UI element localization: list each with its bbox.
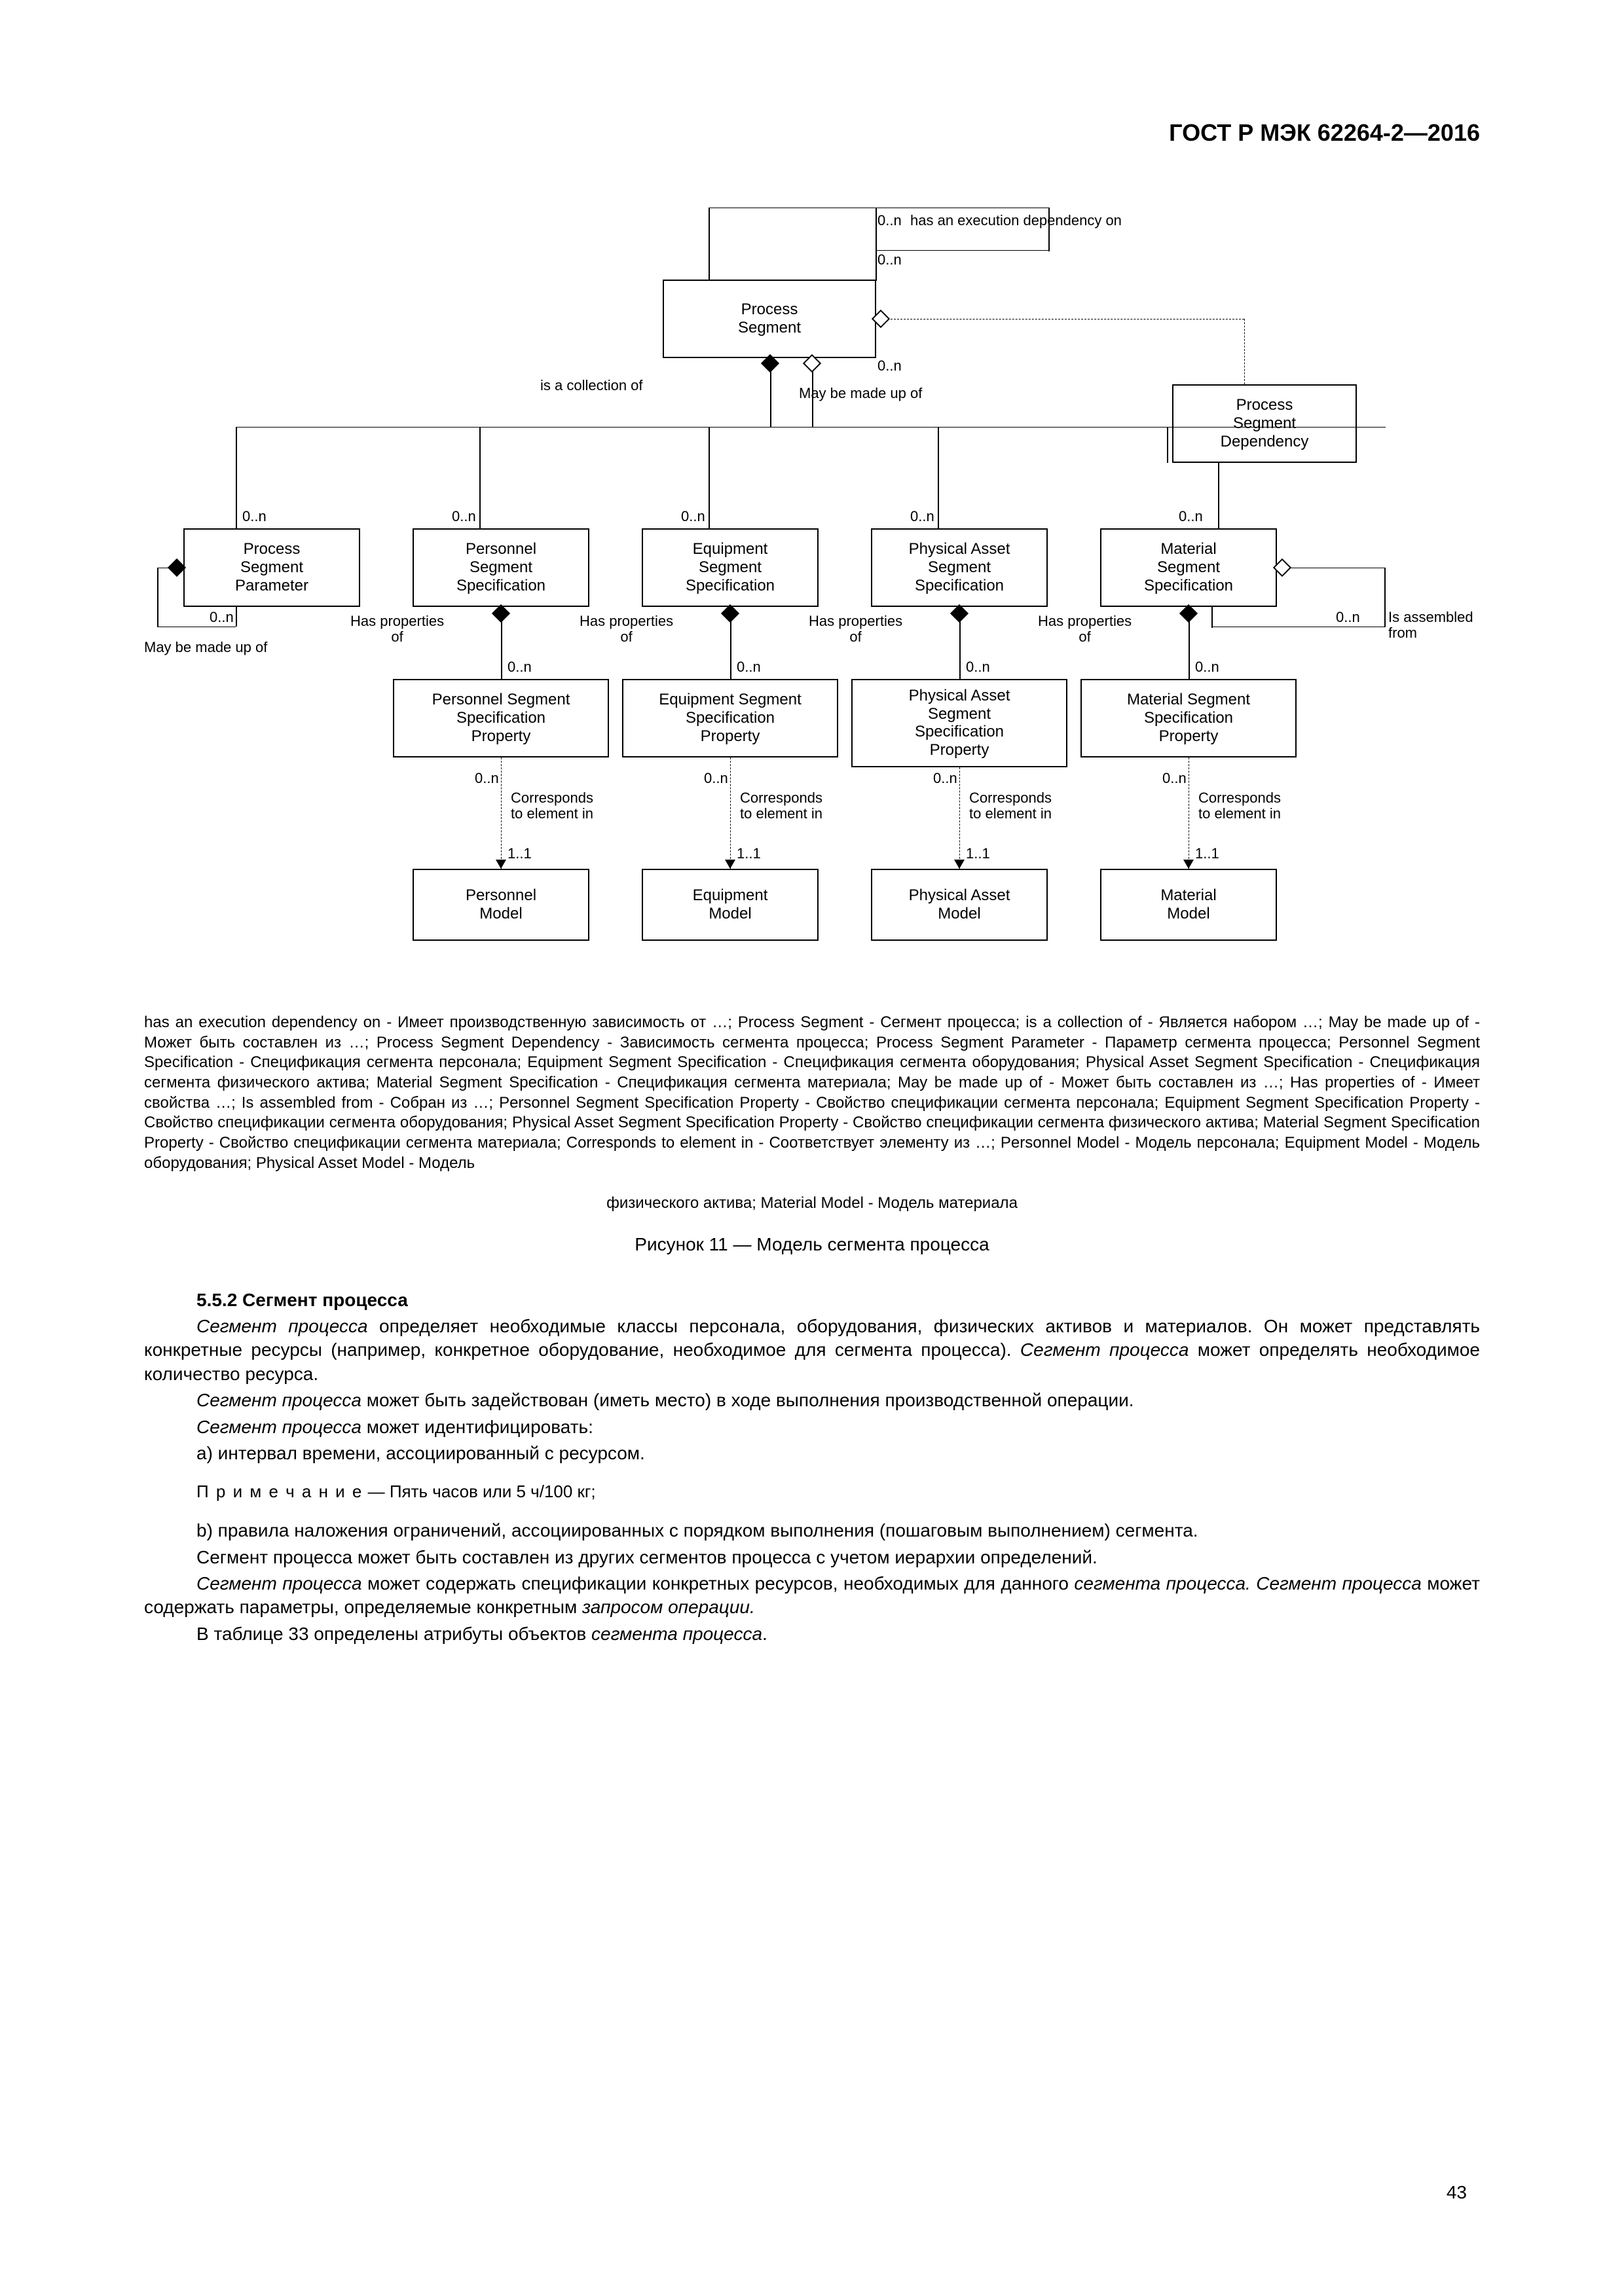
box-pmodel: Personnel Model <box>413 869 589 941</box>
box-process-segment: Process Segment <box>663 280 876 358</box>
doc-id: ГОСТ Р МЭК 62264-2—2016 <box>144 118 1480 149</box>
uml-diagram: 0..n has an execution dependency on 0..n… <box>144 188 1480 993</box>
m-top2: 0..n <box>877 252 902 268</box>
arrow-icon <box>954 860 965 869</box>
mcorr3a: 0..n <box>933 771 957 786</box>
lbl-assembled: Is assembled from <box>1388 610 1473 641</box>
section-title: 5.5.2 Сегмент процесса <box>144 1288 1480 1312</box>
mcorr3b: 1..1 <box>966 846 990 862</box>
lbl-hp4: Has properties of <box>1038 613 1132 645</box>
m-psd-0n: 0..n <box>877 358 902 374</box>
box-psp: Process Segment Parameter <box>183 528 360 607</box>
mcorr2a: 0..n <box>704 771 728 786</box>
lbl-collection: is a collection of <box>540 378 643 393</box>
box-eqss: Equipment Segment Specification <box>642 528 819 607</box>
mcorr1a: 0..n <box>475 771 499 786</box>
box-eqssp: Equipment Segment Specification Property <box>622 679 838 757</box>
lbl-corr2: Corresponds to element in <box>740 790 822 822</box>
lbl-corr3: Corresponds to element in <box>969 790 1052 822</box>
box-pessp: Personnel Segment Specification Property <box>393 679 609 757</box>
mprop2: 0..n <box>737 659 761 675</box>
m2: 0..n <box>452 509 476 524</box>
mcorr2b: 1..1 <box>737 846 761 862</box>
m-psp0n: 0..n <box>210 610 234 625</box>
mprop3: 0..n <box>966 659 990 675</box>
mcorr4a: 0..n <box>1162 771 1187 786</box>
lbl-hp2: Has properties of <box>580 613 673 645</box>
arrow-icon <box>496 860 506 869</box>
note: П р и м е ч а н и е — Пять часов или 5 ч… <box>144 1481 1480 1503</box>
lbl-maymade2: May be made up of <box>144 640 267 655</box>
arrow-icon <box>1183 860 1194 869</box>
box-mssp: Material Segment Specification Property <box>1080 679 1297 757</box>
lbl-hp3: Has properties of <box>809 613 902 645</box>
mprop1: 0..n <box>507 659 532 675</box>
m-top1: 0..n <box>877 213 902 228</box>
box-pess: Personnel Segment Specification <box>413 528 589 607</box>
lbl-hp1: Has properties of <box>350 613 444 645</box>
arrow-icon <box>725 860 735 869</box>
m-mss0n: 0..n <box>1336 610 1360 625</box>
box-passp: Physical Asset Segment Specification Pro… <box>851 679 1067 767</box>
box-pamodel: Physical Asset Model <box>871 869 1048 941</box>
lbl-corr1: Corresponds to element in <box>511 790 593 822</box>
mcorr1b: 1..1 <box>507 846 532 862</box>
lbl-execdep: has an execution dependency on <box>910 213 1122 228</box>
m1: 0..n <box>242 509 267 524</box>
box-psd: Process Segment Dependency <box>1172 384 1357 463</box>
page-number: 43 <box>1447 2181 1467 2204</box>
legend-text: has an execution dependency on - Имеет п… <box>144 1013 1480 1174</box>
box-mss: Material Segment Specification <box>1100 528 1277 607</box>
mprop4: 0..n <box>1195 659 1219 675</box>
box-emodel: Equipment Model <box>642 869 819 941</box>
mcorr4b: 1..1 <box>1195 846 1219 862</box>
m4: 0..n <box>910 509 934 524</box>
figure-caption: Рисунок 11 — Модель сегмента процесса <box>144 1233 1480 1256</box>
box-pass: Physical Asset Segment Specification <box>871 528 1048 607</box>
body-text: 5.5.2 Сегмент процесса Сегмент процесса … <box>144 1288 1480 1646</box>
lbl-maymade: May be made up of <box>799 386 922 401</box>
box-mmodel: Material Model <box>1100 869 1277 941</box>
lbl-corr4: Corresponds to element in <box>1198 790 1281 822</box>
m5: 0..n <box>1179 509 1203 524</box>
legend-text-last: физического актива; Material Model - Мод… <box>144 1194 1480 1214</box>
m3: 0..n <box>681 509 705 524</box>
